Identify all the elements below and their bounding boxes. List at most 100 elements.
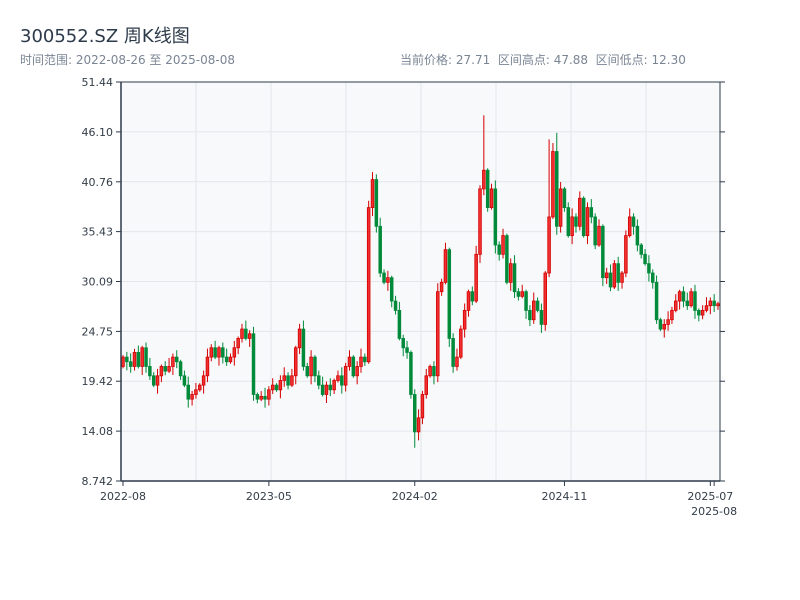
candle-body bbox=[405, 347, 409, 353]
candle-up bbox=[489, 183, 494, 210]
candle-up bbox=[531, 292, 536, 324]
candle-down bbox=[305, 362, 310, 378]
candle-up bbox=[297, 323, 302, 355]
candle-down bbox=[497, 241, 501, 261]
candle-body bbox=[693, 291, 697, 311]
candle-body bbox=[689, 291, 693, 307]
candle-body bbox=[278, 380, 283, 391]
candle-up bbox=[324, 381, 329, 403]
price-stats: 当前价格: 27.71 区间高点: 47.88 区间低点: 12.30 bbox=[400, 53, 686, 67]
candle-body bbox=[627, 216, 632, 237]
candle-down bbox=[313, 355, 317, 383]
candle-up bbox=[543, 271, 548, 331]
candle-up bbox=[198, 383, 202, 392]
candle-down bbox=[451, 333, 455, 373]
candle-up bbox=[293, 345, 298, 385]
candle-body bbox=[639, 244, 643, 255]
candle-body bbox=[366, 207, 371, 363]
candle-body bbox=[324, 384, 329, 395]
candle-up bbox=[267, 386, 271, 406]
candle-body bbox=[297, 328, 302, 349]
candle-down bbox=[340, 367, 344, 394]
candle-up bbox=[167, 357, 171, 374]
candle-body bbox=[355, 366, 359, 377]
candle-up bbox=[347, 350, 352, 371]
candle-up bbox=[443, 242, 448, 285]
candle-up bbox=[462, 303, 467, 338]
candle-body bbox=[485, 169, 490, 208]
candle-up bbox=[666, 311, 670, 331]
candle-body bbox=[562, 188, 567, 208]
candle-up bbox=[270, 378, 275, 394]
candle-up bbox=[232, 340, 237, 366]
candle-body bbox=[305, 366, 310, 377]
candle-down bbox=[601, 224, 605, 287]
candle-down bbox=[432, 361, 436, 385]
candle-up bbox=[670, 306, 674, 324]
candle-up bbox=[343, 362, 348, 392]
x-tick-label: 2023-05 bbox=[246, 490, 292, 503]
candle-up bbox=[597, 219, 601, 247]
candle-body bbox=[620, 272, 624, 283]
candle-up bbox=[190, 390, 194, 406]
candle-body bbox=[574, 216, 578, 227]
candle-body bbox=[597, 225, 601, 246]
candle-up bbox=[520, 284, 524, 299]
candle-body bbox=[650, 272, 655, 283]
candle-body bbox=[194, 389, 198, 395]
candle-body bbox=[370, 179, 375, 208]
candle-down bbox=[562, 186, 567, 212]
candle-down bbox=[650, 269, 655, 289]
candle-body bbox=[155, 375, 160, 386]
candle-down bbox=[566, 202, 571, 238]
candle-down bbox=[505, 233, 509, 285]
candle-body bbox=[267, 389, 271, 400]
candle-body bbox=[462, 309, 467, 330]
candle-down bbox=[255, 392, 260, 404]
candle-up bbox=[428, 364, 432, 378]
candle-down bbox=[274, 383, 279, 392]
candle-up bbox=[620, 271, 624, 289]
candle-body bbox=[228, 356, 233, 363]
candle-down bbox=[631, 213, 636, 235]
candle-body bbox=[213, 347, 217, 358]
candle-body bbox=[700, 309, 705, 316]
candle-down bbox=[693, 284, 697, 319]
candle-down bbox=[182, 370, 187, 388]
candle-body bbox=[359, 356, 363, 367]
candle-up bbox=[482, 115, 486, 196]
candle-body bbox=[555, 151, 559, 227]
candle-down bbox=[148, 357, 152, 380]
candle-down bbox=[412, 389, 417, 448]
candle-body bbox=[251, 333, 256, 395]
candle-down bbox=[128, 353, 133, 373]
candle-up bbox=[474, 245, 478, 304]
candle-body bbox=[374, 179, 379, 227]
date-range: 时间范围: 2022-08-26 至 2025-08-08 bbox=[20, 53, 235, 67]
y-tick-label: 14.08 bbox=[82, 425, 114, 438]
candle-up bbox=[201, 370, 206, 394]
candle-down bbox=[512, 255, 517, 299]
candle-body bbox=[520, 291, 524, 297]
candle-down bbox=[136, 345, 141, 369]
candle-up bbox=[501, 228, 505, 259]
candle-body bbox=[320, 384, 325, 395]
candle-down bbox=[635, 219, 640, 252]
candle-down bbox=[221, 342, 225, 364]
candle-body bbox=[643, 253, 647, 265]
candle-down bbox=[174, 350, 179, 369]
candle-down bbox=[213, 340, 217, 360]
candle-body bbox=[681, 291, 686, 302]
candle-body bbox=[232, 347, 237, 358]
candle-down bbox=[608, 264, 613, 292]
candle-up bbox=[570, 208, 574, 245]
candle-body bbox=[508, 263, 513, 283]
candle-body bbox=[167, 366, 171, 372]
candle-body bbox=[382, 272, 386, 283]
x-tick-label: 2025-08 bbox=[691, 505, 737, 518]
y-tick-label: 51.44 bbox=[82, 76, 114, 89]
candle-body bbox=[505, 235, 509, 283]
candle-body bbox=[313, 356, 317, 377]
candle-body bbox=[259, 395, 263, 400]
